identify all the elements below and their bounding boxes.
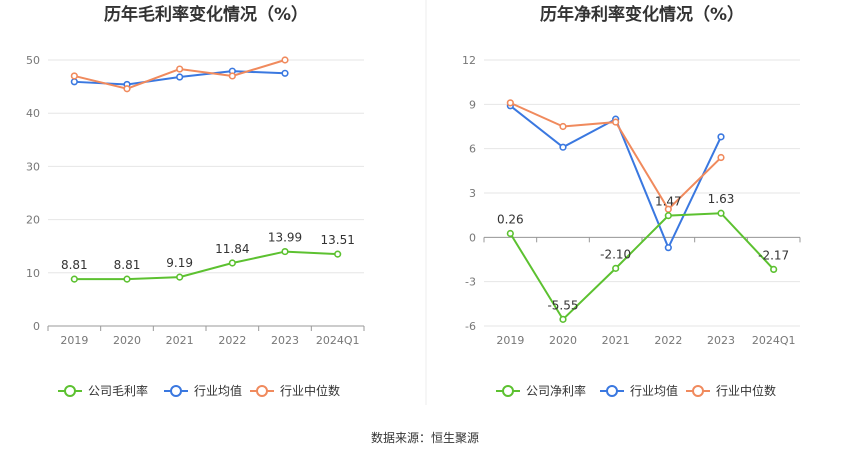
data-point (506, 229, 514, 238)
data-point (664, 244, 672, 252)
data-point (717, 133, 725, 141)
y-tick-label: 40 (26, 107, 40, 120)
legend-marker (606, 385, 618, 397)
data-label: 0.26 (497, 212, 524, 226)
data-label: 1.47 (655, 195, 682, 209)
data-label: -2.10 (600, 247, 631, 261)
legend-label: 行业均值 (630, 383, 678, 398)
data-point (70, 78, 78, 86)
x-tick-label: 2020 (113, 334, 141, 347)
y-tick-label: -3 (465, 276, 476, 289)
data-point (770, 265, 778, 274)
legend-marker (256, 385, 268, 397)
x-tick-label: 2020 (549, 334, 577, 347)
y-tick-label: 50 (26, 54, 40, 67)
y-tick-label: 9 (469, 98, 476, 111)
data-point (559, 315, 567, 323)
legend-label: 行业中位数 (280, 383, 340, 398)
legend-label: 公司毛利率 (88, 383, 148, 398)
data-point (506, 99, 514, 107)
data-point (123, 85, 131, 93)
y-tick-label: 30 (26, 160, 40, 173)
data-label: -5.55 (547, 298, 578, 312)
net-chart-title: 历年净利率变化情况（%） (540, 4, 744, 25)
data-point (717, 153, 725, 162)
data-point (559, 143, 567, 151)
x-tick-label: 2024Q1 (316, 334, 360, 347)
data-label: 11.84 (215, 242, 249, 256)
y-tick-label: 20 (26, 214, 40, 227)
legend-item: 公司净利率 (496, 383, 586, 398)
y-tick-label: 3 (469, 187, 476, 200)
y-tick-label: -6 (465, 320, 476, 333)
legend-marker (692, 385, 704, 397)
data-point (334, 250, 342, 258)
data-point (664, 212, 672, 220)
legend-item: 行业均值 (164, 383, 242, 398)
x-tick-label: 2023 (271, 334, 299, 347)
x-tick-label: 2024Q1 (752, 334, 796, 347)
series-line-1 (509, 105, 722, 251)
legend-item: 行业中位数 (686, 383, 776, 398)
y-tick-label: 6 (469, 143, 476, 156)
data-label: 13.51 (320, 233, 354, 247)
data-label: 1.63 (708, 192, 735, 206)
data-point (612, 118, 620, 126)
x-tick-label: 2021 (602, 334, 630, 347)
x-tick-label: 2023 (707, 334, 735, 347)
x-tick-label: 2022 (218, 334, 246, 347)
source-text: 数据来源：恒生聚源 (371, 430, 479, 445)
data-label: 8.81 (114, 258, 141, 272)
data-point (559, 122, 567, 131)
data-point (612, 264, 620, 272)
data-label: -2.17 (758, 248, 789, 262)
series-line-0 (509, 212, 775, 321)
data-point (70, 72, 78, 80)
gross-chart: 历年毛利率变化情况（%） 0 10 20 30 40 50 2019 2020 2021 2022 2… (26, 4, 365, 398)
data-point (228, 72, 236, 80)
data-label: 9.19 (166, 256, 193, 270)
legend-item: 行业均值 (600, 383, 678, 398)
y-tick-label: 12 (462, 54, 476, 67)
y-tick-label: 10 (26, 267, 40, 280)
legend-marker (502, 385, 514, 397)
data-point (281, 69, 289, 77)
legend-marker (170, 385, 182, 397)
data-point (717, 209, 725, 217)
legend-label: 公司净利率 (526, 383, 586, 398)
data-label: 13.99 (268, 231, 302, 245)
legend-label: 行业中位数 (716, 383, 776, 398)
y-tick-label: 0 (33, 320, 40, 333)
data-point (228, 259, 236, 267)
legend-label: 行业均值 (194, 383, 242, 398)
data-label: 8.81 (61, 258, 88, 272)
data-point (176, 65, 184, 73)
legend-marker (64, 385, 76, 397)
x-tick-label: 2021 (166, 334, 194, 347)
x-tick-label: 2022 (654, 334, 682, 347)
data-point (176, 273, 184, 281)
data-point (281, 247, 289, 256)
x-tick-label: 2019 (496, 334, 524, 347)
data-point (281, 56, 289, 64)
y-tick-label: 0 (469, 231, 476, 244)
data-point (70, 275, 78, 283)
data-point (176, 73, 184, 81)
series-line-0 (74, 250, 338, 281)
gross-chart-title: 历年毛利率变化情况（%） (104, 4, 308, 25)
data-point (123, 275, 131, 283)
x-tick-label: 2019 (60, 334, 88, 347)
legend-item: 公司毛利率 (58, 383, 148, 398)
legend-item: 行业中位数 (250, 383, 340, 398)
net-chart: 历年净利率变化情况（%） -6 -3 0 3 6 9 12 2019 2020 2021 2022 20… (462, 4, 801, 398)
